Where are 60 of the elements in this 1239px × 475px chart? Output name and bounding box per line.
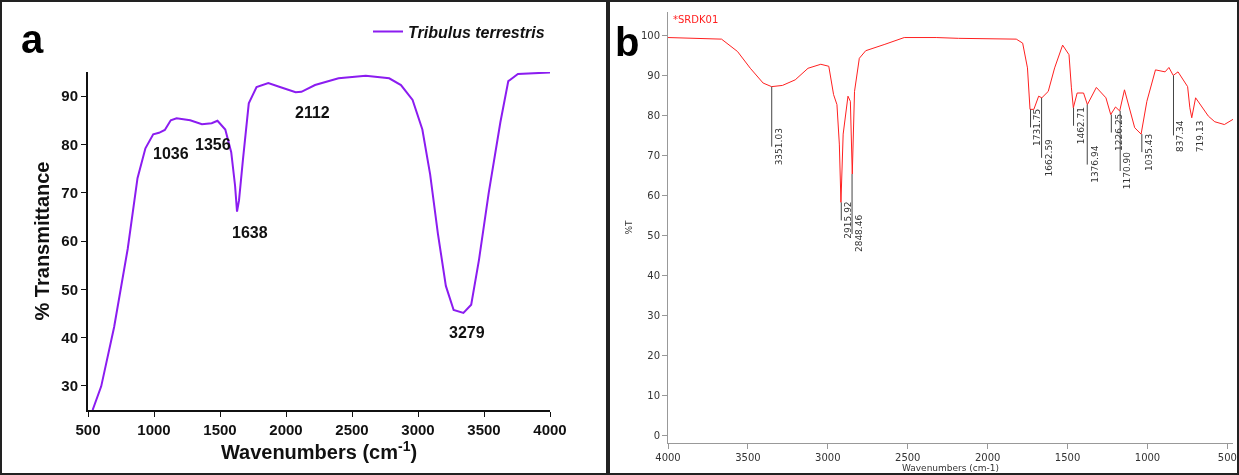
y-tick-label: 30 (647, 309, 660, 321)
y-tick-label: 90 (61, 87, 78, 105)
y-tick-label: 10 (647, 389, 660, 401)
y-tick-label: 50 (61, 280, 78, 298)
annotation: 1731.75 (1032, 108, 1043, 146)
x-tick-label: 500 (75, 421, 101, 438)
y-tick-label: 60 (61, 232, 78, 250)
annotation: 3351.03 (774, 128, 785, 166)
x-tick-label: 3000 (401, 421, 435, 438)
x-tick-label: 3500 (467, 421, 501, 438)
x-tick-label: 2000 (974, 452, 1001, 463)
y-axis-title: %T (624, 219, 635, 235)
x-tick-label: 1500 (1054, 452, 1081, 463)
x-tick-label: 2500 (895, 452, 921, 463)
annotation: 837.34 (1175, 120, 1186, 152)
y-axis-title: % Transmittance (31, 161, 54, 321)
annotation: 1170.90 (1122, 151, 1133, 190)
x-tick-label: 2500 (335, 421, 369, 438)
y-tick-label: 90 (647, 70, 660, 82)
x-tick-label: 1500 (203, 421, 237, 438)
annotation: 719.13 (1194, 120, 1205, 153)
x-tick-label: 4000 (655, 452, 681, 463)
annotation: 1638 (232, 224, 268, 241)
y-tick-label: 80 (647, 110, 660, 122)
line-series (91, 72, 550, 410)
text: a (21, 17, 44, 61)
y-tick-label: 50 (647, 229, 660, 241)
annotation: 2915.92 (842, 201, 853, 239)
annotation: 1035.43 (1143, 133, 1154, 171)
annotation: 2112 (295, 104, 330, 121)
y-tick-label: 40 (647, 269, 660, 281)
x-tick-label: 3000 (815, 452, 841, 463)
x-tick-label: 3500 (735, 452, 761, 463)
x-tick-label: 2000 (269, 421, 303, 438)
line-series (668, 37, 1233, 203)
x-tick-label: 500 (1217, 452, 1237, 463)
x-axis-title: Wavenumbers (cm$^{-1}$) (220, 438, 418, 464)
annotation: 2848.46 (854, 214, 865, 253)
annotation: 1226.25 (1113, 113, 1124, 151)
annotation: 3279 (449, 324, 485, 341)
y-tick-label: 0 (653, 429, 660, 441)
annotation: 1662.59 (1043, 138, 1054, 177)
annotation: 1462.71 (1075, 107, 1086, 145)
y-tick-label: 70 (647, 150, 660, 162)
y-tick-label: 30 (61, 377, 78, 395)
series-label: *SRDK01 (673, 14, 719, 25)
y-tick-label: 100 (640, 30, 660, 42)
y-tick-label: 60 (647, 190, 660, 202)
x-tick-label: 1000 (1134, 452, 1161, 463)
y-tick-label: 80 (61, 135, 78, 153)
text: b (615, 20, 640, 64)
y-tick-label: 70 (61, 183, 78, 201)
legend-label: Tribulus terrestris (408, 23, 545, 41)
x-axis-title: Wavenumbers (cm-1) (901, 463, 1000, 473)
x-tick-label: 1000 (137, 421, 171, 438)
y-tick-label: 40 (61, 328, 78, 346)
annotation: 1036 (153, 145, 189, 162)
x-tick-label: 4000 (533, 421, 567, 438)
y-tick-label: 20 (647, 349, 660, 361)
annotation: 1376.94 (1089, 145, 1100, 183)
